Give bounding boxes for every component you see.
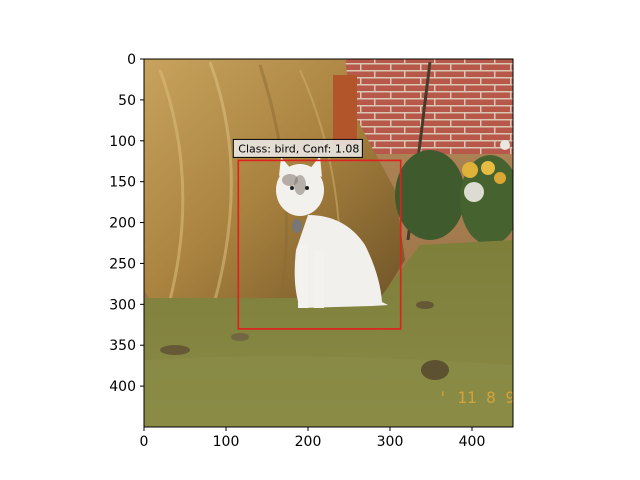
- x-tick-label: 200: [295, 434, 322, 450]
- y-axis-ticks: 0 50 100 150 200 250 300 350 400: [109, 52, 144, 395]
- y-tick-label: 300: [109, 297, 136, 313]
- y-tick-label: 100: [109, 134, 136, 150]
- x-axis-ticks: 0 100 200 300 400: [140, 427, 486, 450]
- y-tick-label: 150: [109, 175, 136, 191]
- x-tick-label: 100: [213, 434, 240, 450]
- y-tick-label: 200: [109, 216, 136, 232]
- y-tick-label: 250: [109, 256, 136, 272]
- photo-image: ' 11 8 91: [144, 59, 525, 427]
- detection-bounding-box: [237, 159, 402, 330]
- axes-frame: [143, 58, 514, 428]
- y-tick-label: 0: [127, 52, 136, 68]
- detection-label: Class: bird, Conf: 1.08: [232, 138, 363, 158]
- svg-text:' 11 8 91: ' 11 8 91: [438, 388, 525, 407]
- y-tick-label: 400: [109, 379, 136, 395]
- y-tick-label: 350: [109, 338, 136, 354]
- x-tick-label: 400: [459, 434, 486, 450]
- x-tick-label: 300: [377, 434, 404, 450]
- x-tick-label: 0: [140, 434, 149, 450]
- y-tick-label: 50: [118, 93, 136, 109]
- cat-figure: [276, 156, 388, 308]
- detection-label-text: Class: bird, Conf: 1.08: [238, 142, 359, 155]
